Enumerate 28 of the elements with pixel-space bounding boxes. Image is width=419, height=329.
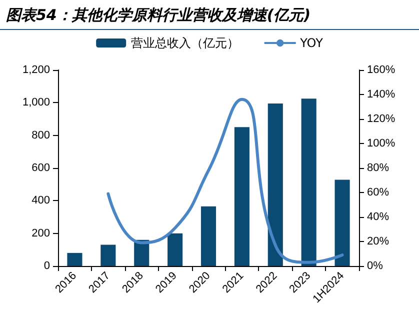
y2-tick-label: 20% xyxy=(367,236,390,248)
bar xyxy=(334,180,350,266)
y-tick-label: 800 xyxy=(32,129,50,142)
y2-tick-label: 140% xyxy=(367,88,396,100)
bar xyxy=(100,244,116,266)
bar xyxy=(268,103,283,266)
y2-tick-label: 0% xyxy=(367,260,384,272)
y2-tick-label: 120% xyxy=(367,113,396,125)
y2-tick-label: 80% xyxy=(367,162,390,174)
bar xyxy=(234,127,250,266)
y2-tick-label: 60% xyxy=(367,186,390,198)
chart-title: 图表54：其他化学原料行业营收及增速(亿元) xyxy=(0,0,419,30)
bar xyxy=(200,206,216,266)
bar xyxy=(67,252,82,266)
y-tick-label: 0 xyxy=(44,260,50,272)
bar xyxy=(301,98,316,266)
y-tick-label: 1,000 xyxy=(22,96,50,109)
y-tick-label: 400 xyxy=(32,194,50,207)
y2-tick-label: 40% xyxy=(367,211,390,223)
legend-label: YOY xyxy=(299,36,324,50)
y-tick-label: 1,200 xyxy=(22,64,50,76)
y2-tick-label: 160% xyxy=(367,64,396,76)
y2-tick-label: 100% xyxy=(367,138,396,150)
y-tick-label: 600 xyxy=(32,162,50,174)
legend-label: 营业总收入（亿元） xyxy=(131,36,240,50)
y-tick-label: 200 xyxy=(32,227,50,240)
bar xyxy=(168,233,183,266)
line-series xyxy=(106,98,344,264)
